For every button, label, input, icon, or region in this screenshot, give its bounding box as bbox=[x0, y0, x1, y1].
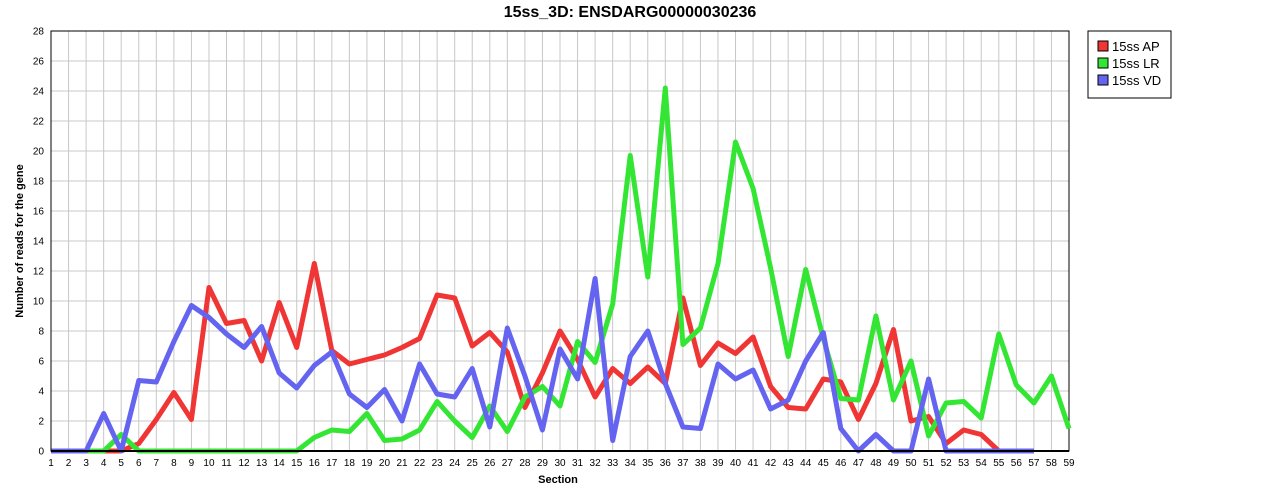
x-tick-label: 1 bbox=[48, 458, 54, 469]
x-tick-label: 24 bbox=[449, 458, 461, 469]
y-tick-label: 2 bbox=[38, 417, 44, 428]
x-tick-label: 45 bbox=[818, 458, 830, 469]
legend-label: 15ss LR bbox=[1112, 56, 1160, 71]
x-tick-label: 27 bbox=[502, 458, 514, 469]
y-tick-label: 28 bbox=[33, 27, 45, 38]
y-tick-label: 12 bbox=[33, 267, 45, 278]
x-tick-label: 56 bbox=[1011, 458, 1023, 469]
x-tick-label: 49 bbox=[888, 458, 900, 469]
x-tick-label: 30 bbox=[554, 458, 566, 469]
x-tick-label: 21 bbox=[396, 458, 408, 469]
x-tick-label: 41 bbox=[748, 458, 760, 469]
x-tick-label: 39 bbox=[712, 458, 724, 469]
x-tick-label: 18 bbox=[344, 458, 356, 469]
x-tick-label: 4 bbox=[101, 458, 107, 469]
x-tick-label: 28 bbox=[519, 458, 531, 469]
x-tick-label: 13 bbox=[256, 458, 268, 469]
x-tick-label: 37 bbox=[677, 458, 689, 469]
x-tick-label: 31 bbox=[572, 458, 584, 469]
y-tick-label: 4 bbox=[38, 387, 44, 398]
legend-label: 15ss VD bbox=[1112, 73, 1161, 88]
x-tick-label: 33 bbox=[607, 458, 619, 469]
x-tick-label: 26 bbox=[484, 458, 496, 469]
x-tick-label: 50 bbox=[905, 458, 917, 469]
x-tick-label: 17 bbox=[326, 458, 338, 469]
legend-swatch bbox=[1097, 74, 1109, 86]
x-tick-label: 10 bbox=[203, 458, 215, 469]
x-tick-label: 47 bbox=[853, 458, 865, 469]
y-tick-label: 20 bbox=[33, 147, 45, 158]
x-tick-label: 15 bbox=[291, 458, 303, 469]
y-tick-label: 22 bbox=[33, 117, 45, 128]
x-tick-label: 32 bbox=[590, 458, 602, 469]
y-tick-label: 8 bbox=[38, 327, 44, 338]
x-tick-label: 9 bbox=[189, 458, 195, 469]
x-tick-label: 42 bbox=[765, 458, 777, 469]
x-tick-label: 7 bbox=[154, 458, 160, 469]
series-line-15ss-vd bbox=[51, 276, 1034, 454]
x-tick-label: 5 bbox=[118, 458, 124, 469]
x-tick-label: 44 bbox=[800, 458, 812, 469]
x-tick-label: 51 bbox=[923, 458, 935, 469]
x-tick-label: 23 bbox=[432, 458, 444, 469]
x-tick-label: 54 bbox=[976, 458, 988, 469]
x-tick-label: 19 bbox=[361, 458, 373, 469]
x-tick-label: 6 bbox=[136, 458, 142, 469]
x-tick-labels: 1 2 3 4 5 6 7 8 9 10 11 12 13 14 15 16 17 18 19 20 21 22 23 24 2… bbox=[48, 458, 1075, 469]
x-tick-label: 16 bbox=[309, 458, 321, 469]
y-tick-label: 14 bbox=[33, 237, 45, 248]
x-tick-label: 40 bbox=[730, 458, 742, 469]
x-tick-label: 53 bbox=[958, 458, 970, 469]
chart-title: 15ss_3D: ENSDARG00000030236 bbox=[504, 4, 757, 21]
x-tick-label: 36 bbox=[660, 458, 672, 469]
series-line-15ss-ap bbox=[51, 261, 1034, 454]
x-tick-label: 48 bbox=[870, 458, 882, 469]
x-tick-label: 43 bbox=[783, 458, 795, 469]
x-tick-label: 29 bbox=[537, 458, 549, 469]
x-tick-label: 12 bbox=[239, 458, 251, 469]
y-tick-label: 16 bbox=[33, 207, 45, 218]
legend-swatch bbox=[1097, 40, 1109, 52]
y-tick-label: 6 bbox=[38, 357, 44, 368]
x-tick-label: 46 bbox=[835, 458, 847, 469]
x-tick-label: 35 bbox=[642, 458, 654, 469]
x-tick-label: 57 bbox=[1028, 458, 1040, 469]
y-tick-label: 26 bbox=[33, 57, 45, 68]
y-tick-label: 18 bbox=[33, 177, 45, 188]
x-tick-label: 8 bbox=[171, 458, 177, 469]
x-tick-label: 20 bbox=[379, 458, 391, 469]
y-tick-label: 10 bbox=[33, 297, 45, 308]
x-tick-label: 25 bbox=[467, 458, 479, 469]
x-tick-label: 52 bbox=[941, 458, 953, 469]
x-tick-label: 34 bbox=[625, 458, 637, 469]
x-tick-label: 11 bbox=[221, 458, 232, 469]
x-tick-label: 14 bbox=[274, 458, 286, 469]
y-tick-label: 0 bbox=[38, 447, 44, 458]
x-tick-label: 55 bbox=[993, 458, 1005, 469]
axes bbox=[50, 31, 1069, 452]
y-tick-label: 24 bbox=[33, 87, 45, 98]
x-axis-label: Section bbox=[538, 474, 578, 486]
x-tick-label: 22 bbox=[414, 458, 426, 469]
x-tick-label: 58 bbox=[1046, 458, 1058, 469]
y-axis-label: Number of reads for the gene bbox=[14, 164, 26, 317]
x-tick-label: 38 bbox=[695, 458, 707, 469]
x-tick-label: 59 bbox=[1063, 458, 1075, 469]
x-tick-label: 2 bbox=[66, 458, 72, 469]
legend-swatch bbox=[1097, 57, 1109, 69]
x-tick-label: 3 bbox=[83, 458, 89, 469]
legend-label: 15ss AP bbox=[1112, 39, 1160, 54]
legend: 15ss AP 15ss LR 15ss VD bbox=[1087, 30, 1172, 99]
